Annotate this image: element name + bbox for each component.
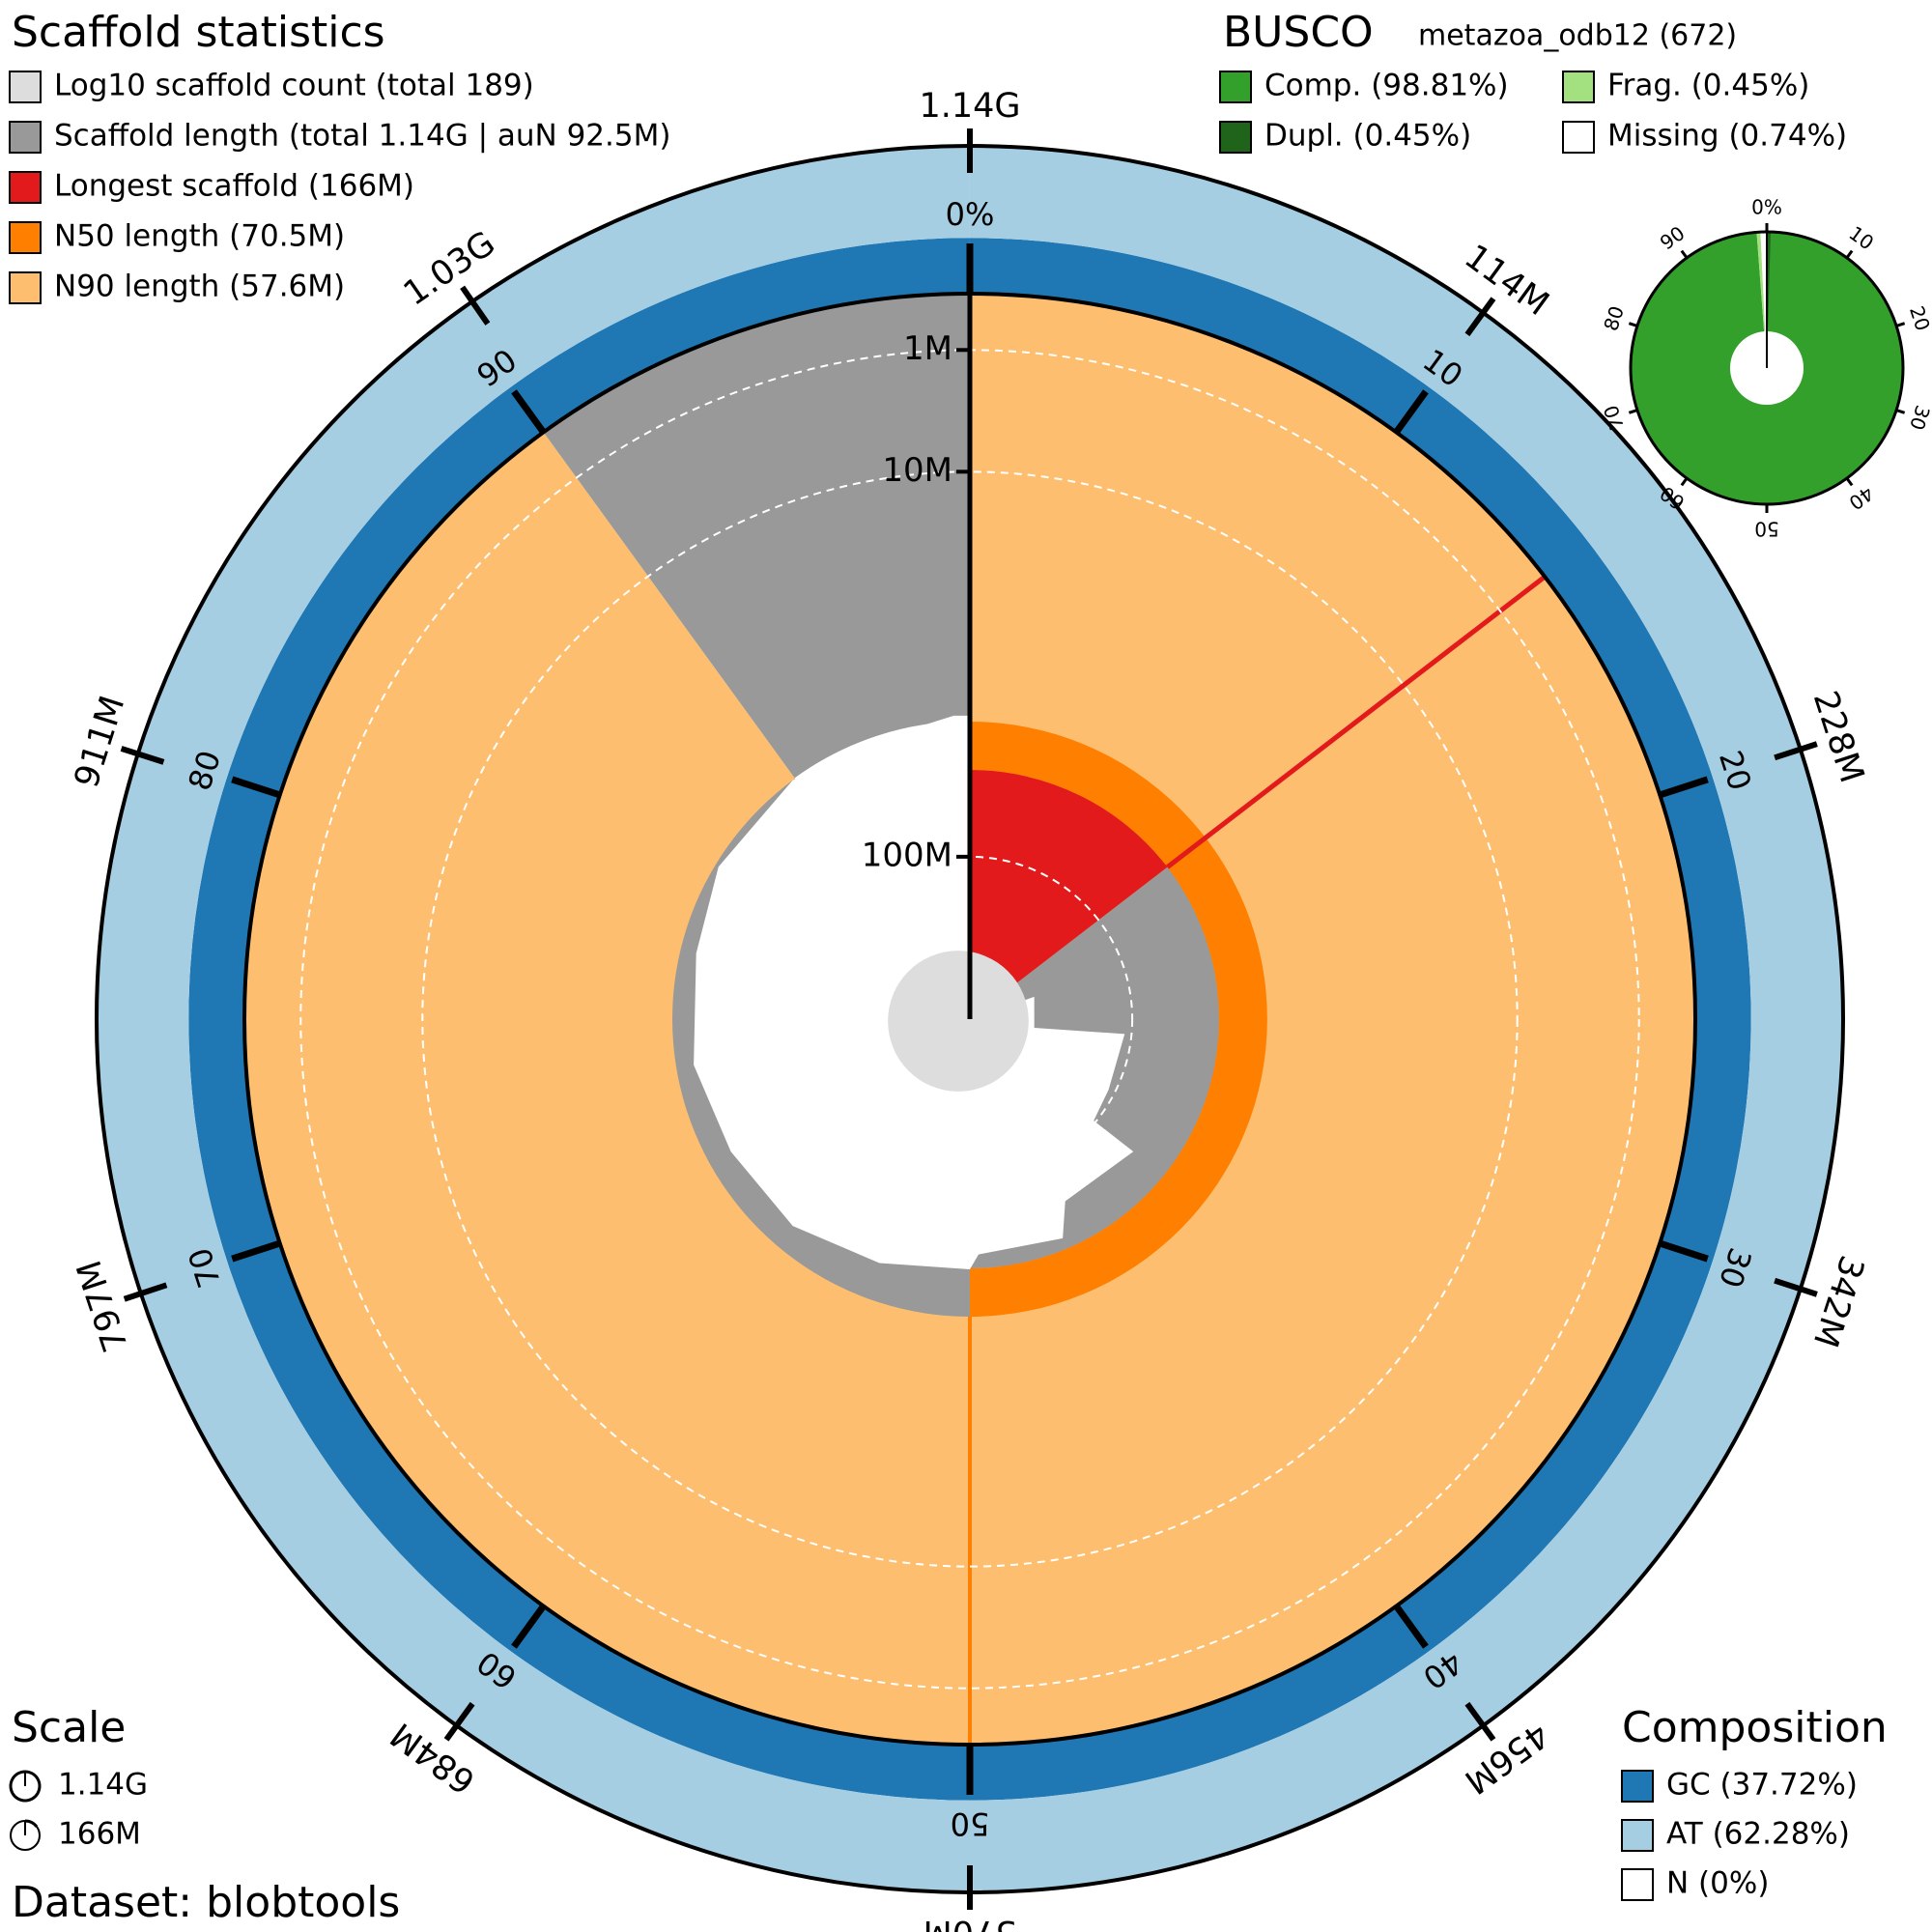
scale-label: 166M <box>58 1817 141 1852</box>
percent-tick-label: 50 <box>951 1805 990 1842</box>
length-tick <box>443 1701 475 1742</box>
busco-tick <box>1845 477 1854 487</box>
composition-swatch <box>1621 1868 1654 1901</box>
radial-tick-label: 10M <box>882 451 952 490</box>
radial-tick-label: 100M <box>862 836 952 874</box>
length-tick-label: 570M <box>923 1913 1016 1932</box>
percent-tick <box>511 1604 547 1649</box>
composition-title: Composition <box>1622 1703 1888 1752</box>
busco-segment <box>1760 232 1767 332</box>
busco-tick <box>1628 409 1638 414</box>
busco-lineage: metazoa_odb12 (672) <box>1418 19 1737 53</box>
busco-label: Frag. (0.45%) <box>1607 69 1809 103</box>
busco-tick <box>1680 249 1689 259</box>
length-tick <box>1464 1701 1496 1742</box>
percent-tick <box>1393 1604 1429 1649</box>
legend-label: Longest scaffold (166M) <box>54 169 414 204</box>
busco-tick <box>1628 322 1638 327</box>
legend-label: N50 length (70.5M) <box>54 219 345 254</box>
scaffold-length-tail <box>543 294 970 779</box>
composition-label: GC (37.72%) <box>1666 1768 1858 1803</box>
busco-swatch <box>1219 121 1252 154</box>
busco-swatch <box>1219 71 1252 103</box>
busco-swatch <box>1562 121 1595 154</box>
composition-swatch <box>1621 1819 1654 1852</box>
busco-tick <box>1680 477 1689 487</box>
busco-tick <box>1895 409 1906 414</box>
length-tick <box>460 285 491 326</box>
scale-label: 1.14G <box>58 1768 148 1803</box>
percent-tick <box>1659 1239 1709 1263</box>
percent-tick <box>231 1239 281 1263</box>
length-tick <box>1774 1277 1818 1297</box>
length-tick <box>120 746 165 765</box>
percent-tick <box>231 776 281 799</box>
grid-circle <box>421 470 1519 1568</box>
busco-tick-label: 50 <box>1754 518 1778 541</box>
busco-segment <box>1631 232 1903 504</box>
dataset-label: Dataset: blobtools <box>12 1878 400 1927</box>
composition-swatch <box>1621 1770 1654 1803</box>
busco-label: Comp. (98.81%) <box>1264 69 1509 103</box>
n50-ring <box>970 722 1267 1317</box>
legend-swatch <box>9 121 42 154</box>
legend-swatch <box>9 271 42 304</box>
legend-swatch <box>9 171 42 204</box>
radial-tick-label: 1M <box>903 329 952 368</box>
composition-label: N (0%) <box>1666 1866 1769 1901</box>
chart-title: Scaffold statistics <box>12 8 385 57</box>
length-tick <box>1774 741 1818 761</box>
busco-label: Dupl. (0.45%) <box>1264 119 1471 154</box>
length-tick <box>123 1282 168 1302</box>
busco-tick <box>1845 249 1854 259</box>
legend-label: Scaffold length (total 1.14G | auN 92.5M… <box>54 119 670 154</box>
busco-tick <box>1895 322 1906 327</box>
legend-label: Log10 scaffold count (total 189) <box>54 69 534 103</box>
scaffold-count <box>888 951 1029 1092</box>
scale-title: Scale <box>12 1703 126 1752</box>
composition-label: AT (62.28%) <box>1666 1817 1850 1852</box>
percent-tick <box>1393 389 1429 435</box>
percent-tick <box>511 389 547 435</box>
legend-label: N90 length (57.6M) <box>54 270 345 304</box>
busco-segment <box>1756 232 1766 332</box>
longest-line <box>1165 575 1547 869</box>
busco-label: Missing (0.74%) <box>1607 119 1847 154</box>
longest-sector <box>970 770 1168 1019</box>
length-tick <box>1464 297 1496 337</box>
percent-tick-label: 0% <box>946 196 995 233</box>
busco-tick-label: 0% <box>1751 196 1782 219</box>
length-tick-label: 1.14G <box>919 87 1020 126</box>
percent-tick <box>1659 776 1709 799</box>
legend-swatch <box>9 71 42 103</box>
legend-swatch <box>9 221 42 254</box>
busco-title: BUSCO <box>1223 8 1374 57</box>
busco-swatch <box>1562 71 1595 103</box>
